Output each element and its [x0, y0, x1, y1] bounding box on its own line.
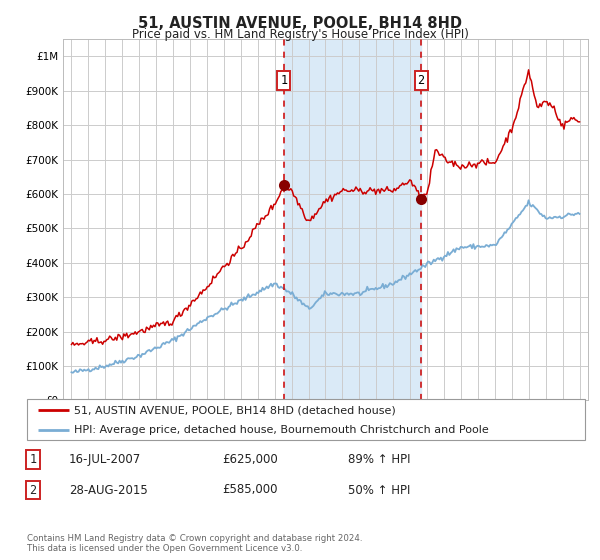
Bar	[284, 39, 421, 400]
FancyBboxPatch shape	[27, 399, 585, 440]
Text: 2: 2	[29, 483, 37, 497]
Text: 2: 2	[418, 74, 425, 87]
Text: 1: 1	[29, 452, 37, 466]
Text: HPI: Average price, detached house, Bournemouth Christchurch and Poole: HPI: Average price, detached house, Bour…	[74, 424, 489, 435]
Text: 89% ↑ HPI: 89% ↑ HPI	[348, 452, 410, 466]
Text: Price paid vs. HM Land Registry's House Price Index (HPI): Price paid vs. HM Land Registry's House …	[131, 28, 469, 41]
Text: 16-JUL-2007: 16-JUL-2007	[69, 452, 141, 466]
Text: £625,000: £625,000	[222, 452, 278, 466]
Text: 51, AUSTIN AVENUE, POOLE, BH14 8HD: 51, AUSTIN AVENUE, POOLE, BH14 8HD	[138, 16, 462, 31]
Text: £585,000: £585,000	[222, 483, 277, 497]
Text: 51, AUSTIN AVENUE, POOLE, BH14 8HD (detached house): 51, AUSTIN AVENUE, POOLE, BH14 8HD (deta…	[74, 405, 396, 415]
Text: 28-AUG-2015: 28-AUG-2015	[69, 483, 148, 497]
Text: 50% ↑ HPI: 50% ↑ HPI	[348, 483, 410, 497]
Text: 1: 1	[280, 74, 287, 87]
Text: Contains HM Land Registry data © Crown copyright and database right 2024.
This d: Contains HM Land Registry data © Crown c…	[27, 534, 362, 553]
